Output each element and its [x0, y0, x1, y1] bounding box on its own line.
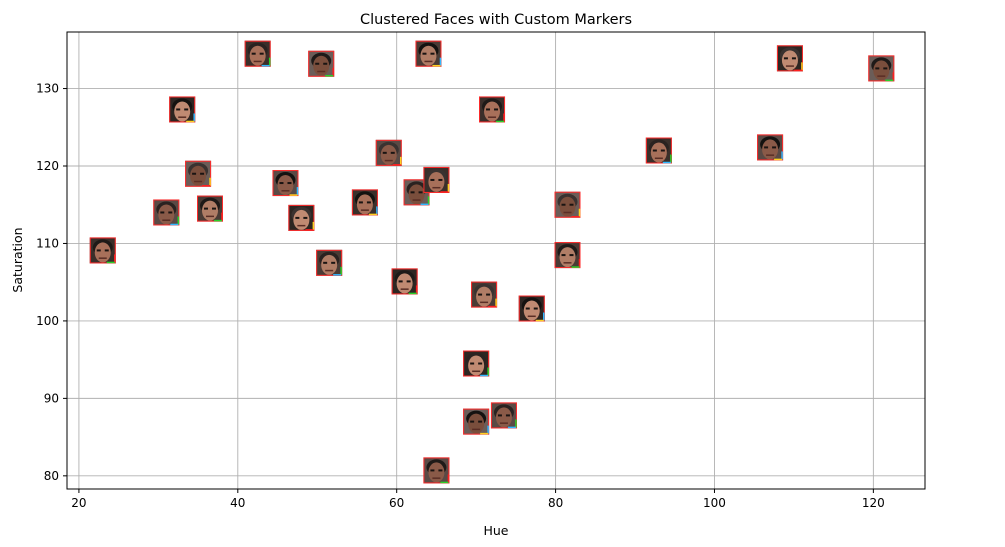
face-marker	[554, 191, 581, 218]
x-tick-label: 120	[862, 496, 885, 510]
face-marker	[423, 166, 450, 193]
face-marker	[479, 96, 506, 123]
face-marker	[391, 268, 418, 295]
x-tick-label: 20	[71, 496, 86, 510]
y-tick-label: 110	[36, 236, 59, 250]
face-marker	[308, 50, 335, 77]
y-tick-label: 130	[36, 82, 59, 96]
face-marker	[351, 189, 378, 216]
axis-ticks: 20 40 60 80 100 120 80 90 100 110 120 130	[36, 82, 885, 510]
x-tick-label: 60	[389, 496, 404, 510]
y-tick-label: 80	[44, 469, 59, 483]
y-axis-label: Saturation	[10, 227, 25, 292]
face-marker	[868, 55, 895, 82]
face-marker	[423, 457, 450, 484]
face-marker	[169, 96, 196, 123]
face-marker	[776, 45, 803, 72]
face-marker	[463, 408, 490, 435]
face-marker	[757, 134, 784, 161]
face-marker	[471, 281, 498, 308]
x-tick-label: 80	[548, 496, 563, 510]
face-marker	[554, 242, 581, 269]
x-tick-label: 100	[703, 496, 726, 510]
face-marker	[89, 237, 116, 264]
face-marker	[185, 160, 212, 187]
face-marker	[518, 295, 545, 322]
y-tick-label: 90	[44, 391, 59, 405]
y-tick-label: 120	[36, 159, 59, 173]
face-marker	[415, 40, 442, 67]
y-tick-label: 100	[36, 314, 59, 328]
x-axis-label: Hue	[483, 523, 508, 538]
face-marker	[197, 195, 223, 222]
face-marker	[244, 40, 271, 67]
face-marker	[316, 249, 343, 276]
chart-title: Clustered Faces with Custom Markers	[360, 12, 632, 28]
face-marker	[153, 199, 180, 226]
face-marker	[288, 204, 315, 231]
face-marker	[375, 139, 402, 166]
face-marker	[272, 170, 299, 197]
face-marker	[645, 137, 672, 164]
face-marker	[490, 402, 517, 429]
plot-frame	[66, 31, 926, 490]
x-tick-label: 40	[230, 496, 245, 510]
face-marker	[463, 350, 490, 377]
face-markers	[89, 40, 895, 484]
